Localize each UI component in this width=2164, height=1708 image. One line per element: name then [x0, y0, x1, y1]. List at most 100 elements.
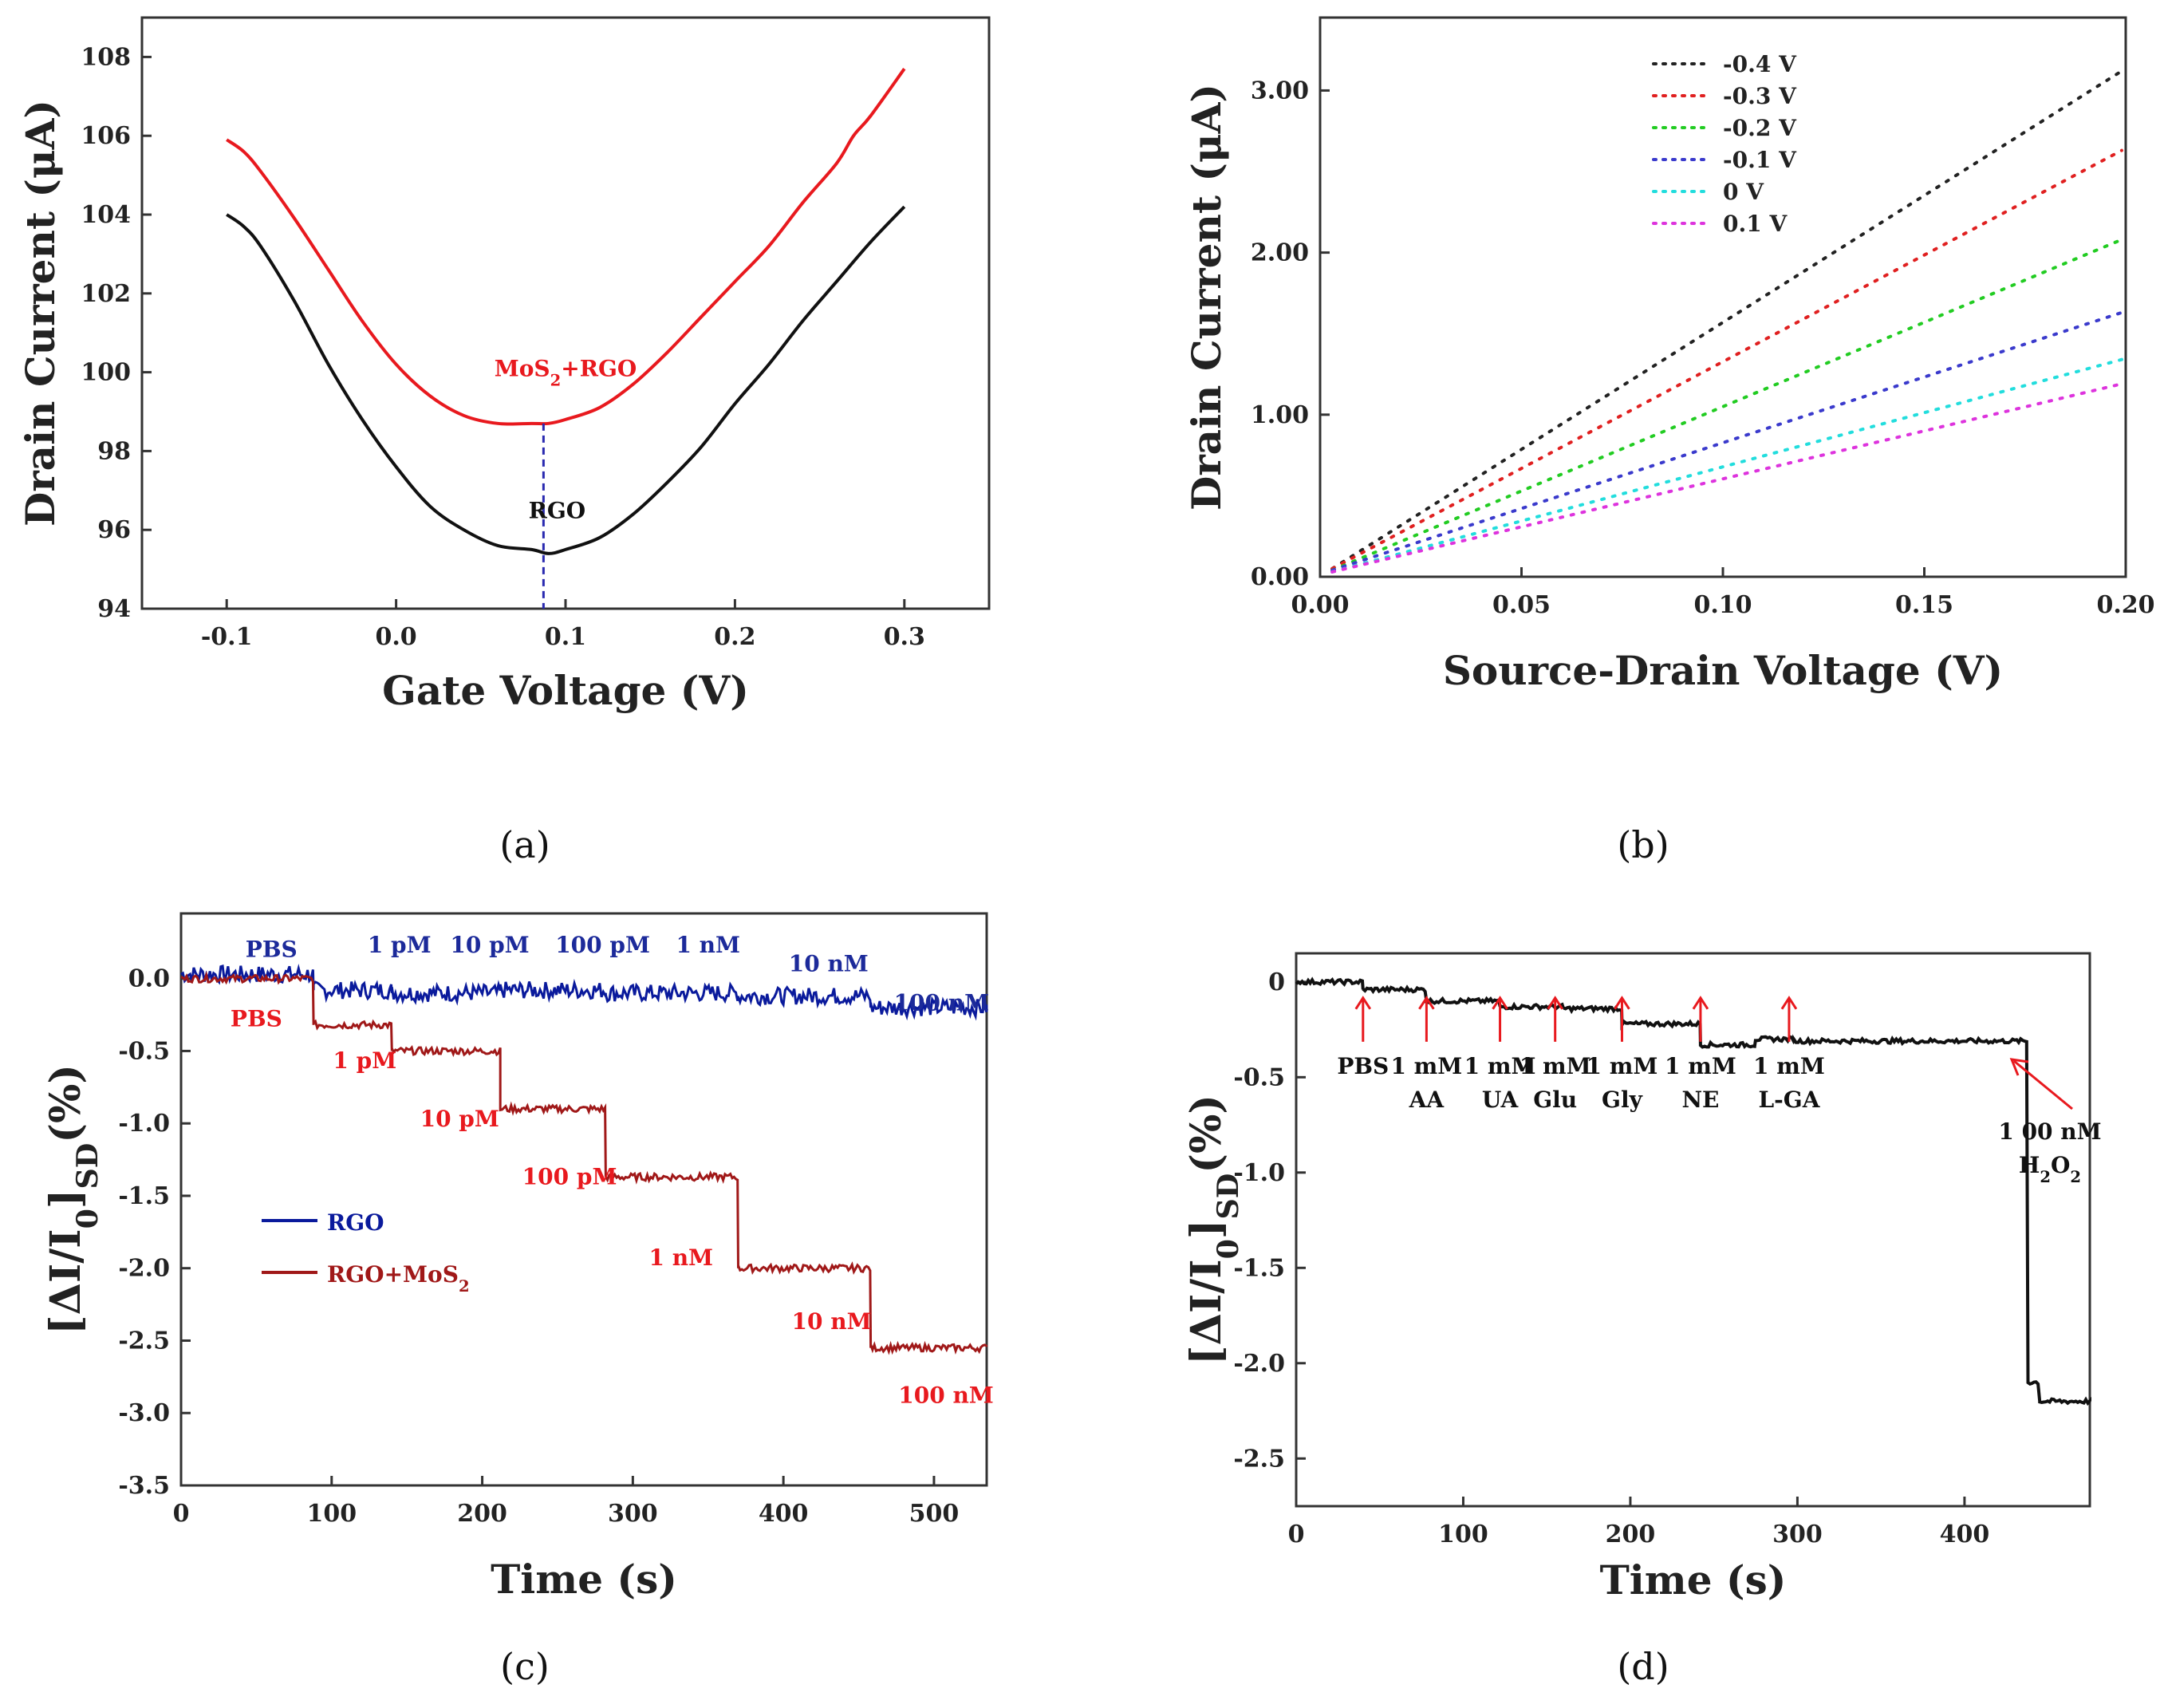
y-tick-label: -2.5 [118, 1327, 170, 1355]
series-line-2 [1330, 238, 2123, 572]
annotation-label: PBS [1337, 1053, 1389, 1079]
annotation-9: 10 pM [420, 1106, 499, 1132]
x-tick-label: 0 [1288, 1521, 1305, 1548]
annotation-8: 1 pM [333, 1047, 396, 1074]
y-title-sub: 0 [70, 1209, 104, 1229]
annotation-h2o2-line2: H2O2 [2019, 1152, 2081, 1186]
x-tick-label: 0.00 [1291, 591, 1349, 619]
chart-a: -0.1 0.0 0.1 0.2 0.3 94 96 98 100 102 104 106 108 Gat… [17, 16, 991, 714]
y-tick-label: -1.0 [118, 1110, 170, 1138]
annotation-3: 100 pM [555, 932, 650, 958]
y-title-sub: SD [70, 1143, 104, 1189]
y-tick-label: 96 [97, 516, 131, 544]
annotation-13: 100 nM [898, 1383, 994, 1409]
annotation-4: 1 nM [676, 932, 740, 958]
x-tick-label: 0.0 [375, 623, 416, 651]
y-tick-label: 104 [81, 201, 131, 229]
h2o2-sub: 2 [2040, 1168, 2051, 1186]
y-title-part: (%) [41, 1064, 90, 1143]
annotation-label: 1 mM [1464, 1053, 1536, 1079]
annot-sub: 2 [550, 371, 562, 389]
rgo-curve [226, 205, 906, 555]
annotation-2: 10 pM [450, 932, 529, 958]
y-tick-label: -2.5 [1233, 1445, 1285, 1473]
y-tick-label: 0.0 [128, 965, 170, 993]
chart-d: 0 100 200 300 400 0 -0.5 -1.0 -1.5 -2.0 -2.5 Time (… [1182, 952, 2102, 1603]
x-axis-title: Time (s) [491, 1556, 677, 1603]
annotation-label: NE [1681, 1087, 1719, 1113]
y-tick-label: -1.0 [1233, 1159, 1285, 1187]
annotation-0: PBS [246, 936, 298, 962]
y-tick-label: -3.5 [118, 1472, 170, 1500]
annotation-label: 1 mM [1753, 1053, 1825, 1079]
annotation-5: 10 nM [789, 951, 869, 977]
x-tick-label: 200 [1606, 1521, 1656, 1548]
x-tick-label: 0.05 [1492, 591, 1551, 619]
y-axis-title: [ΔI/I0]SD(%) [41, 1064, 104, 1335]
annotation-6: 100 nM [894, 990, 990, 1016]
x-tick-label: -0.1 [201, 623, 253, 651]
y-title-part: [ΔI/I [41, 1229, 90, 1335]
y-title-part: ] [1182, 1219, 1231, 1239]
arrow-head [1547, 996, 1563, 1010]
annotation-label: L-GA [1758, 1087, 1820, 1113]
annotation-12: 10 nM [792, 1308, 872, 1335]
legend-label-rgo: RGO [327, 1209, 384, 1236]
h2o2-part: H [2019, 1152, 2040, 1178]
legend-label-rgo-mos2: RGO+MoS2 [327, 1261, 470, 1296]
y-tick-label: 100 [81, 359, 131, 387]
annotation-label: AA [1409, 1087, 1445, 1113]
mos2-rgo-curve [226, 68, 906, 426]
legend-label: 0 V [1723, 179, 1764, 205]
y-tick-label: 102 [81, 280, 131, 308]
arrow-head-h2o2 [2009, 1058, 2029, 1076]
annotation-label: Glu [1533, 1087, 1577, 1113]
x-tick-label: 0 [173, 1500, 190, 1528]
x-tick-label: 200 [457, 1500, 507, 1528]
y-tick-label: -2.0 [118, 1255, 170, 1283]
x-axis-title: Source-Drain Voltage (V) [1443, 647, 2003, 694]
x-axis-title: Time (s) [1600, 1556, 1787, 1603]
series-line-3 [1330, 310, 2123, 572]
rgo-mos2-trace [180, 971, 988, 1355]
y-title-part: ] [41, 1189, 90, 1209]
chart-b: 0.00 0.05 0.10 0.15 0.20 0.00 1.00 2.00 3.00 Sour… [1183, 16, 2155, 694]
x-tick-label: 0.2 [714, 623, 755, 651]
arrow-head [1354, 996, 1372, 1010]
x-tick-label: 500 [909, 1500, 960, 1528]
y-axis-title: [ΔI/I0]SD(%) [1182, 1095, 1245, 1365]
y-tick-label: 98 [97, 437, 131, 465]
x-tick-label: 0.1 [545, 623, 586, 651]
legend-part: RGO+MoS [327, 1261, 459, 1288]
annotation-label: 1 mM [1520, 1053, 1591, 1079]
annotation-rgo: RGO [529, 497, 586, 523]
x-tick-label: 100 [306, 1500, 357, 1528]
annotation-label: 1 mM [1390, 1053, 1462, 1079]
panel-label-c: (c) [500, 1645, 550, 1688]
x-tick-label: 400 [1940, 1521, 1990, 1548]
y-axis-title: Drain Current (μA) [17, 100, 64, 527]
arrow-head [1492, 996, 1508, 1010]
annotation-10: 100 pM [522, 1163, 617, 1189]
panel-label-d: (d) [1617, 1645, 1669, 1688]
plot-frame [1295, 952, 2091, 1508]
arrow-shaft-h2o2 [2013, 1059, 2073, 1110]
x-tick-label: 0.3 [884, 623, 925, 651]
y-title-sub: SD [1211, 1174, 1245, 1220]
x-tick-label: 400 [759, 1500, 809, 1528]
legend-label: -0.2 V [1723, 115, 1797, 141]
series-line-1 [1330, 148, 2123, 570]
legend-label: -0.1 V [1723, 147, 1797, 173]
arrow-head [1614, 996, 1630, 1010]
arrow-head [1780, 996, 1798, 1010]
y-tick-label: 94 [97, 595, 131, 623]
annot-part: +RGO [561, 356, 637, 382]
y-tick-label: -0.5 [118, 1037, 170, 1065]
annotation-h2o2-line1: 1 00 nM [1998, 1118, 2101, 1145]
plot-frame [179, 912, 988, 1487]
legend-sub: 2 [459, 1277, 470, 1296]
chart-c: 0 100 200 300 400 500 0.0 -0.5 -1.0 -1.5 -2.0 -2.5 -… [41, 912, 994, 1603]
x-tick-label: 300 [608, 1500, 658, 1528]
y-tick-label: 106 [81, 122, 131, 150]
y-title-part: (%) [1182, 1095, 1231, 1174]
